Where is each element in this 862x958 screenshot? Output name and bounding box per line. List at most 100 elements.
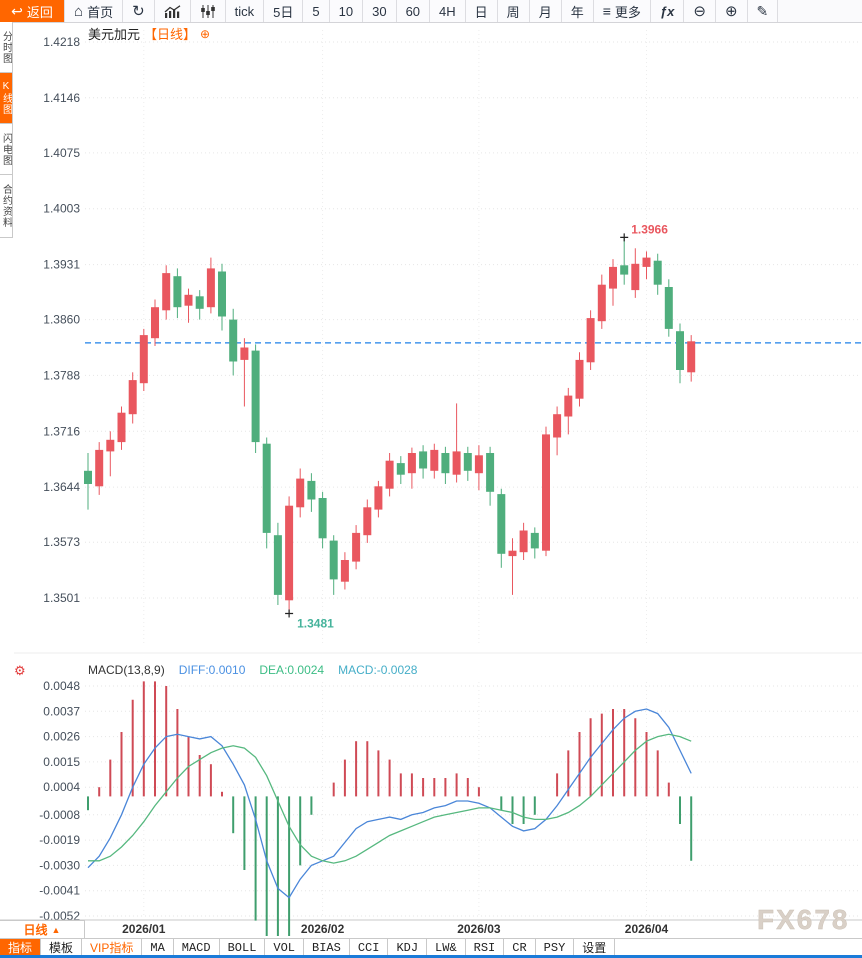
date-axis-label: 2026/01 bbox=[122, 922, 166, 936]
high-marker-cross bbox=[620, 233, 629, 242]
symbol-name: 美元加元 bbox=[88, 27, 141, 42]
indicator-cr[interactable]: CR bbox=[504, 939, 536, 956]
back-button[interactable]: ↩ 返回 bbox=[0, 0, 65, 22]
candle-body bbox=[396, 463, 405, 475]
candle-body bbox=[128, 380, 137, 415]
diff-line bbox=[87, 708, 692, 899]
candle-body bbox=[206, 268, 215, 308]
date-axis-label: 2026/03 bbox=[457, 922, 501, 936]
candle-body bbox=[262, 443, 271, 533]
home-button-label: 首页 bbox=[87, 4, 114, 20]
interval-year[interactable]: 年 bbox=[561, 0, 594, 22]
interval-5d[interactable]: 5日 bbox=[264, 0, 304, 22]
candle-body bbox=[419, 451, 428, 469]
interval-4h[interactable]: 4H bbox=[430, 0, 466, 22]
indicator-lw[interactable]: LW& bbox=[427, 939, 466, 956]
price-axis-label: 1.4146 bbox=[43, 91, 80, 105]
candle-body bbox=[307, 480, 316, 500]
price-axis-label: 1.3573 bbox=[43, 535, 80, 549]
interval-10[interactable]: 10 bbox=[329, 0, 364, 22]
candlestick-button[interactable] bbox=[190, 0, 226, 22]
refresh-button[interactable]: ↻ bbox=[123, 0, 155, 22]
indicator-kdj[interactable]: KDJ bbox=[388, 939, 428, 956]
top-toolbar: ↩ 返回 ⌂ 首页 ↻ tick 5日 5 10 30 60 4H 日 周 月 年 ≡ 更多 ƒx ⊖ ⊕ ✎ bbox=[0, 0, 862, 23]
candle-body bbox=[519, 530, 528, 553]
candle-body bbox=[385, 460, 394, 489]
zoom-out-button[interactable]: ⊖ bbox=[684, 0, 716, 22]
price-axis-label: 1.3788 bbox=[43, 368, 80, 382]
chart-header: 美元加元 【日线】 ⊕ bbox=[88, 24, 210, 43]
candle-body bbox=[352, 532, 361, 562]
fx-indicators-button[interactable]: ƒx bbox=[650, 0, 685, 22]
draw-button[interactable]: ✎ bbox=[747, 0, 779, 22]
window-bottom-edge bbox=[0, 955, 862, 958]
dea-line bbox=[88, 733, 692, 864]
indicator-toolbar: 指标 模板 VIP指标 MA MACD BOLL VOL BIAS CCI KDJ LW& RSI CR… bbox=[0, 938, 862, 956]
indicator-boll[interactable]: BOLL bbox=[220, 939, 266, 956]
line-chart-button[interactable] bbox=[154, 0, 191, 22]
back-button-label: 返回 bbox=[26, 4, 53, 20]
indicator-vol[interactable]: VOL bbox=[265, 939, 305, 956]
candle-body bbox=[251, 350, 260, 443]
home-button[interactable]: ⌂ 首页 bbox=[65, 0, 124, 22]
interval-60-label: 60 bbox=[405, 3, 421, 19]
interval-5d-label: 5日 bbox=[273, 4, 294, 20]
zoom-in-button[interactable]: ⊕ bbox=[715, 0, 748, 22]
candle-body bbox=[84, 470, 92, 484]
triangle-up-icon: ▲ bbox=[51, 924, 61, 935]
candle-body bbox=[95, 449, 104, 487]
more-button-label: 更多 bbox=[614, 4, 641, 20]
indicator-cci[interactable]: CCI bbox=[350, 939, 389, 956]
more-button[interactable]: ≡ 更多 bbox=[593, 0, 651, 22]
interval-5[interactable]: 5 bbox=[303, 0, 330, 22]
side-tab-time-chart[interactable]: 分时图 bbox=[0, 22, 13, 73]
macd-axis-label: 0.0015 bbox=[43, 755, 80, 769]
price-axis-label: 1.3860 bbox=[43, 313, 80, 327]
candle-body bbox=[542, 434, 550, 551]
side-tab-contract-info[interactable]: 合约资料 bbox=[0, 175, 13, 238]
interval-day[interactable]: 日 bbox=[465, 0, 498, 22]
candle-body bbox=[463, 453, 472, 471]
circle-plus-icon[interactable]: ⊕ bbox=[200, 26, 211, 41]
watermark: FX678 bbox=[757, 904, 850, 935]
date-axis-label: 2026/04 bbox=[625, 922, 669, 936]
period-selector[interactable]: 日线 ▲ bbox=[0, 920, 85, 938]
indicator-tab[interactable]: 指标 bbox=[0, 939, 42, 956]
indicator-macd[interactable]: MACD bbox=[174, 939, 220, 956]
interval-60[interactable]: 60 bbox=[396, 0, 431, 22]
candle-body bbox=[497, 494, 506, 554]
indicator-psy[interactable]: PSY bbox=[536, 939, 575, 956]
side-tab-kline-chart[interactable]: K线图 bbox=[0, 73, 13, 124]
interval-tick-label: tick bbox=[234, 3, 255, 19]
candle-body bbox=[508, 550, 517, 557]
indicator-rsi[interactable]: RSI bbox=[466, 939, 505, 956]
macd-axis-label: -0.0041 bbox=[39, 884, 80, 898]
candle-body bbox=[586, 318, 595, 363]
candle-body bbox=[106, 439, 115, 452]
candle-body bbox=[162, 273, 171, 311]
interval-30[interactable]: 30 bbox=[363, 0, 397, 22]
price-axis-label: 1.4003 bbox=[43, 202, 80, 216]
indicator-ma[interactable]: MA bbox=[142, 939, 174, 956]
interval-tick[interactable]: tick bbox=[225, 0, 265, 22]
side-tab-lightning-chart[interactable]: 闪电图 bbox=[0, 124, 13, 175]
interval-month-label: 月 bbox=[538, 4, 552, 20]
interval-week[interactable]: 周 bbox=[497, 0, 530, 22]
interval-month[interactable]: 月 bbox=[529, 0, 562, 22]
interval-week-label: 周 bbox=[506, 4, 520, 20]
indicator-bias[interactable]: BIAS bbox=[304, 939, 350, 956]
indicator-settings-icon[interactable]: ⚙ bbox=[14, 663, 26, 678]
vip-indicator-tab[interactable]: VIP指标 bbox=[82, 939, 143, 956]
price-axis-label: 1.3501 bbox=[43, 591, 80, 605]
candle-body bbox=[474, 455, 483, 474]
candle-body bbox=[530, 532, 539, 549]
candle-body bbox=[285, 505, 294, 601]
template-tab[interactable]: 模板 bbox=[41, 939, 83, 956]
macd-axis-label: 0.0026 bbox=[43, 730, 80, 744]
diff-value: DIFF:0.0010 bbox=[178, 663, 246, 677]
settings-button[interactable]: 设置 bbox=[574, 939, 616, 956]
candle-body bbox=[296, 478, 305, 508]
macd-axis-label: 0.0037 bbox=[43, 704, 80, 718]
candle-body bbox=[340, 560, 349, 582]
